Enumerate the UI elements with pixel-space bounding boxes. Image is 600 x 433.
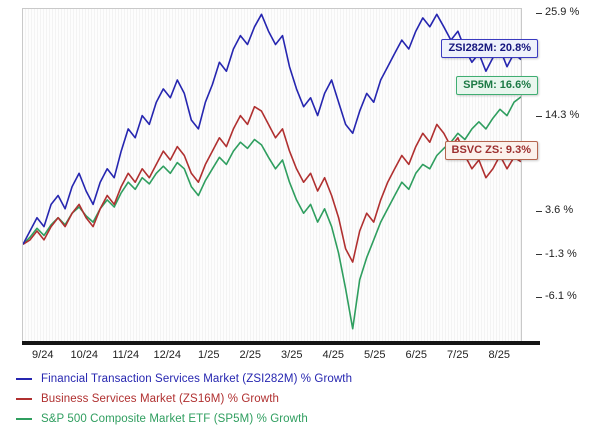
- legend-line-icon: [16, 378, 32, 380]
- callout-sp5m: SP5M: 16.6%: [456, 75, 538, 95]
- x-tick-label: 4/25: [322, 349, 344, 361]
- legend-item-zs16m: Business Services Market (ZS16M) % Growt…: [14, 389, 352, 409]
- x-tick-label: 11/24: [112, 349, 140, 361]
- series-line-sp5m: [23, 96, 521, 330]
- y-tick-label: -6.1 %: [545, 290, 577, 303]
- y-tick-label: 3.6 %: [545, 204, 574, 217]
- x-tick-label: 10/24: [70, 349, 99, 361]
- legend-label: S&P 500 Composite Market ETF (SP5M) % Gr…: [41, 413, 308, 425]
- x-tick-label: 9/24: [32, 349, 54, 361]
- y-tick-mark: [536, 115, 542, 117]
- x-tick-label: 3/25: [281, 349, 303, 361]
- callout-bsvc-zs: BSVC ZS: 9.3%: [444, 140, 538, 160]
- legend: Financial Transaction Services Market (Z…: [14, 369, 352, 429]
- y-tick-mark: [536, 12, 542, 14]
- legend-item-zsi282m: Financial Transaction Services Market (Z…: [14, 369, 352, 389]
- x-tick-label: 1/25: [198, 349, 220, 361]
- chart-svg: [23, 13, 521, 330]
- x-tick-label: 6/25: [405, 349, 427, 361]
- y-tick-label: -1.3 %: [545, 247, 577, 260]
- y-tick-label: 25.9 %: [545, 6, 580, 19]
- series-line-zs16m: [23, 105, 521, 263]
- y-tick-mark: [536, 210, 542, 212]
- legend-line-icon: [16, 398, 32, 400]
- x-tick-label: 2/25: [239, 349, 261, 361]
- x-tick-label: 5/25: [364, 349, 386, 361]
- y-tick-label: 14.3 %: [545, 109, 580, 122]
- x-tick-label: 8/25: [488, 349, 510, 361]
- y-tick-mark: [536, 254, 542, 256]
- y-tick-mark: [536, 296, 542, 298]
- plot-area: [22, 8, 522, 343]
- x-axis-line: [22, 341, 540, 345]
- legend-item-sp5m: S&P 500 Composite Market ETF (SP5M) % Gr…: [14, 409, 352, 429]
- callout-zsi282m: ZSI282M: 20.8%: [441, 38, 538, 58]
- legend-line-icon: [16, 418, 32, 420]
- x-tick-label: 7/25: [447, 349, 469, 361]
- legend-label: Business Services Market (ZS16M) % Growt…: [41, 393, 279, 405]
- legend-label: Financial Transaction Services Market (Z…: [41, 373, 353, 385]
- x-tick-label: 12/24: [153, 349, 182, 361]
- series-line-zsi282m: [23, 13, 521, 245]
